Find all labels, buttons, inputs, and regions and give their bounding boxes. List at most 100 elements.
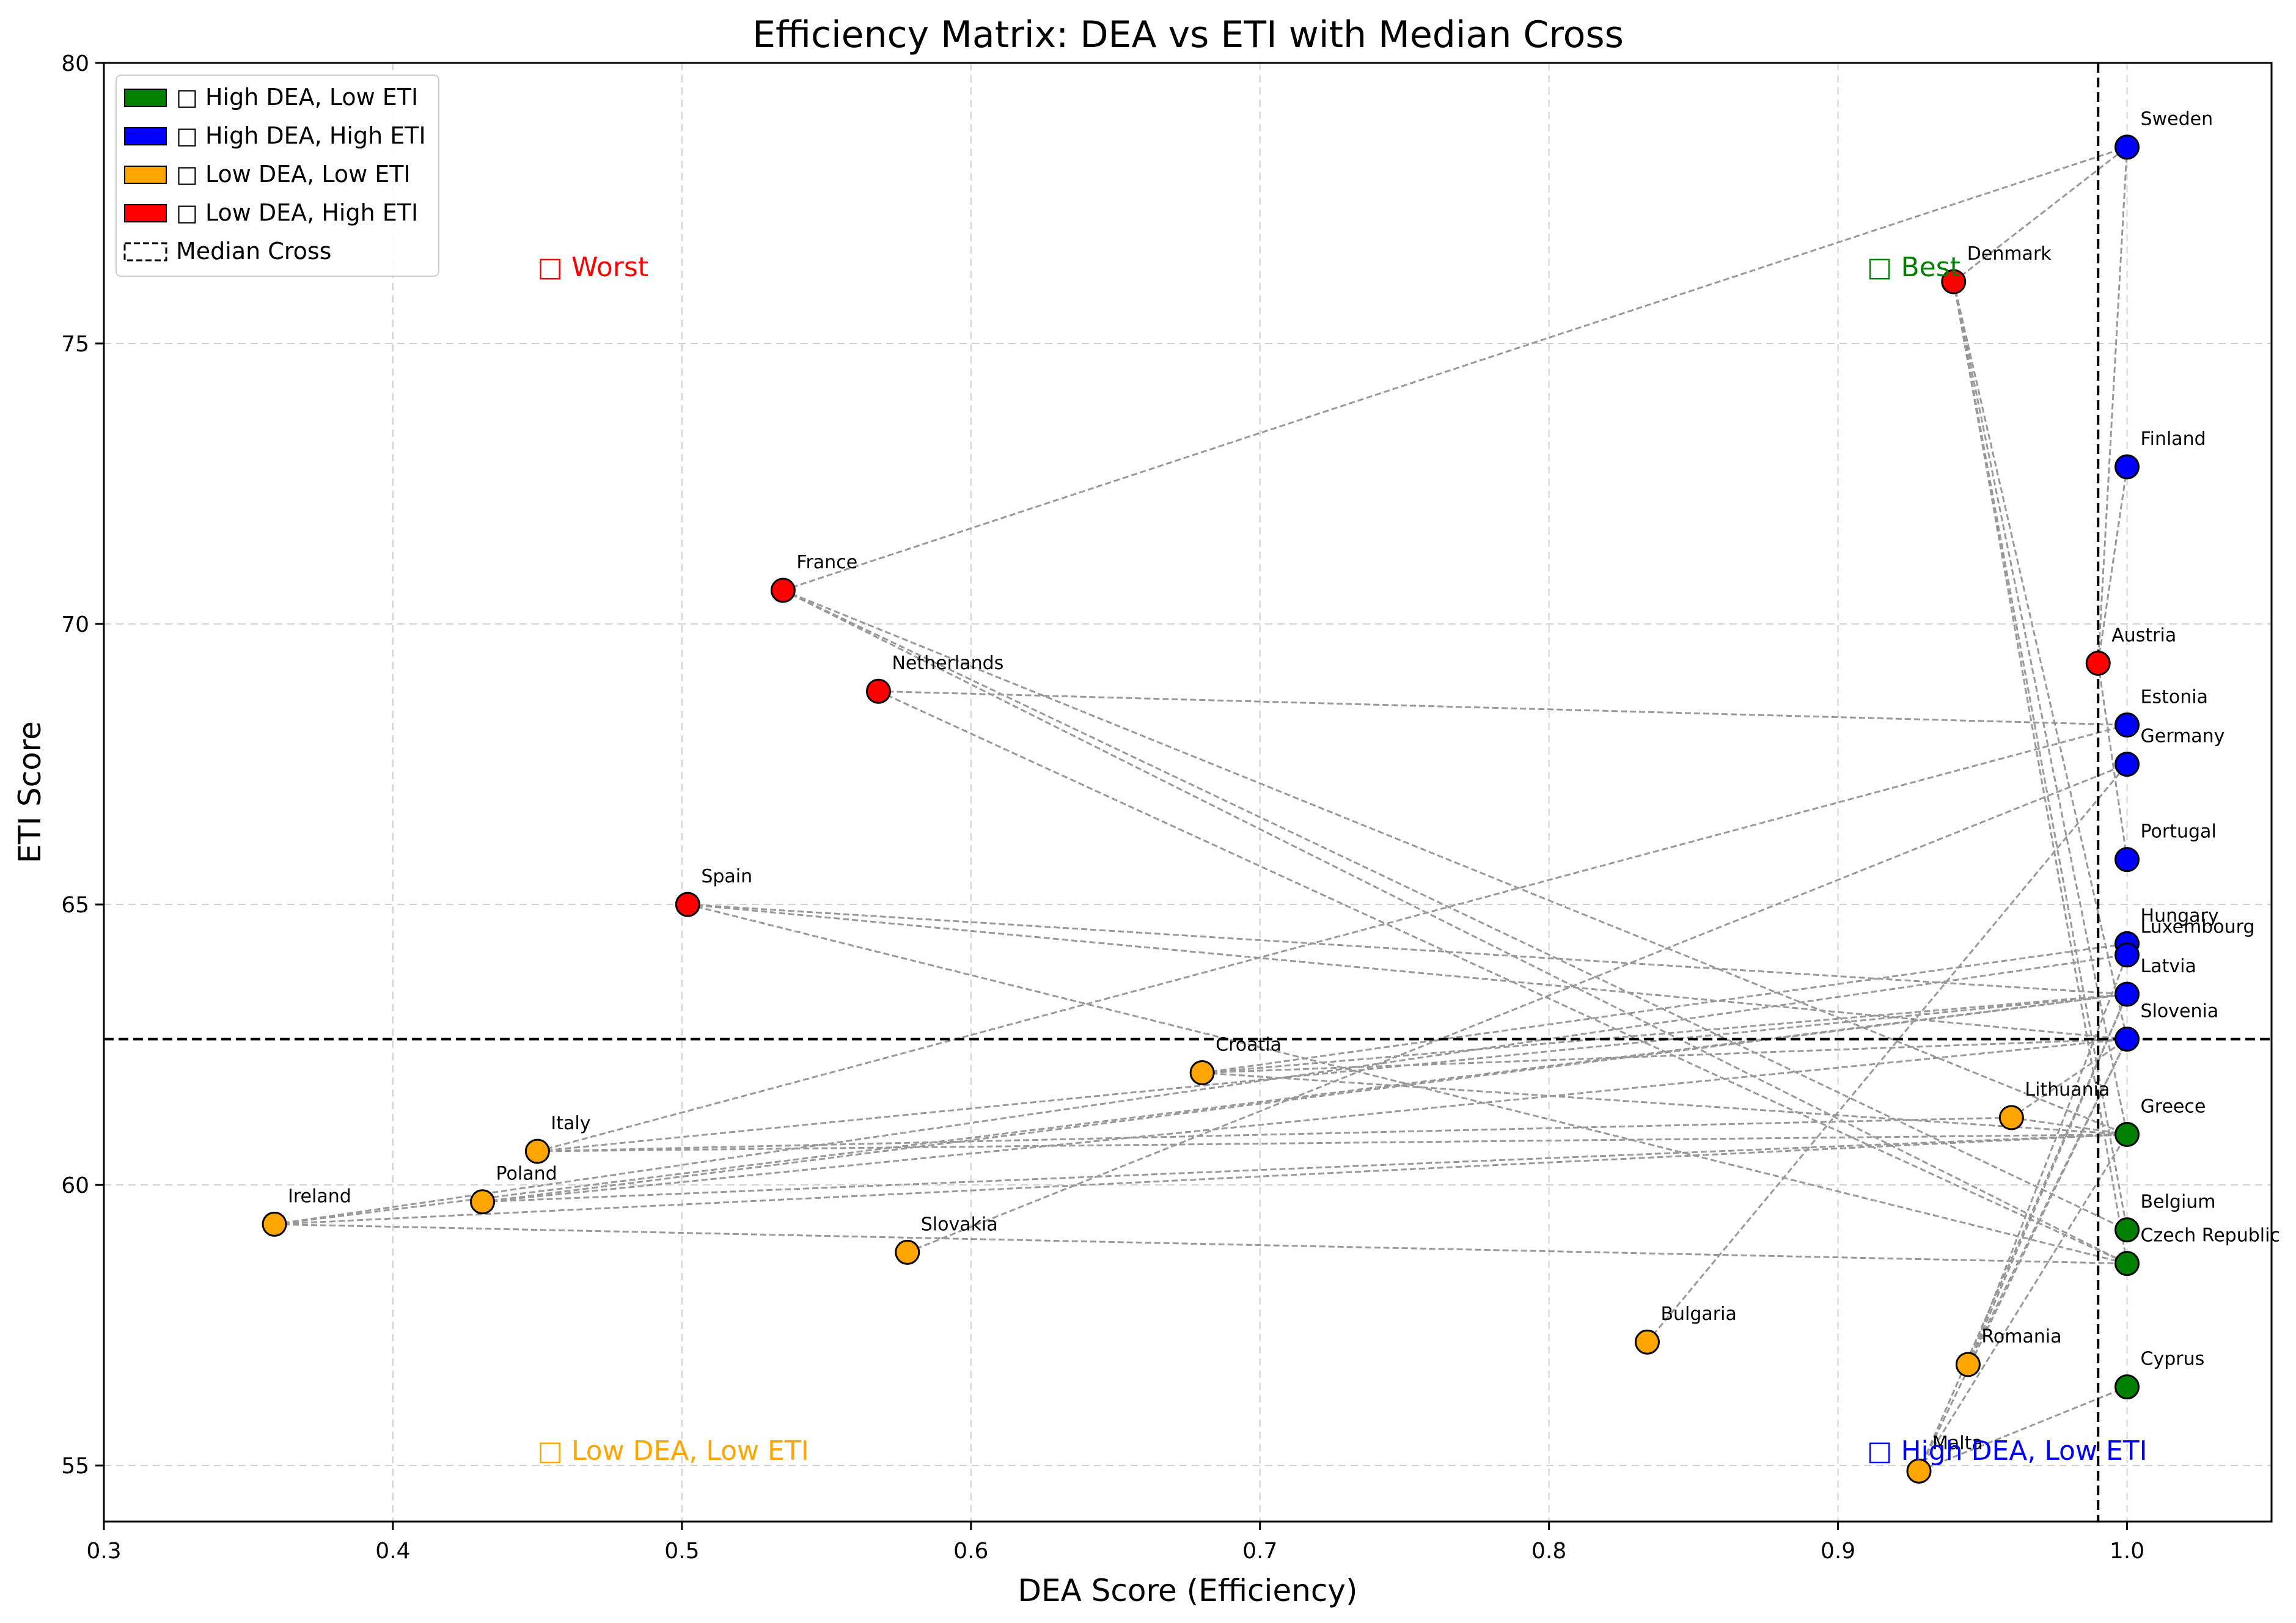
y-tick-label: 80: [61, 51, 89, 76]
connector-lithuania-greece: [2011, 1116, 2127, 1136]
point-label-italy: Italy: [551, 1113, 590, 1134]
point-france: [770, 577, 796, 603]
point-label-slovenia: Slovenia: [2141, 1000, 2219, 1022]
x-tick-label: 0.7: [1242, 1539, 1277, 1564]
axes: 0.3 0.4 0.5 0.6 0.7 0.8 0.9 1.0 55 60 65 70 75 80: [61, 51, 2144, 1564]
connector-italy-greece: [537, 1134, 2127, 1152]
connector-croatia-slovenia: [1202, 1038, 2127, 1074]
connector-france-sweden: [782, 146, 2128, 592]
point-label-czech-republic: Czech Republic: [2141, 1225, 2280, 1247]
connector-france-czech-republic: [782, 589, 2128, 1265]
x-tick-label: 0.9: [1821, 1539, 1855, 1564]
point-label-portugal: Portugal: [2141, 821, 2217, 843]
median-cross: [104, 63, 2272, 1522]
legend-label-low-dea-high-eti: □ Low DEA, High ETI: [176, 199, 418, 226]
legend-label-median-cross: Median Cross: [176, 238, 331, 265]
point-label-spain: Spain: [701, 866, 752, 887]
point-label-estonia: Estonia: [2141, 686, 2208, 708]
connector-lithuania-slovenia: [2011, 1038, 2128, 1119]
connector-italy-latvia: [537, 993, 2127, 1152]
point-label-cyprus: Cyprus: [2141, 1349, 2205, 1370]
legend-label-low-dea-low-eti: □ Low DEA, Low ETI: [176, 161, 411, 188]
point-latvia: [2114, 981, 2140, 1007]
connector-netherlands-estonia: [878, 690, 2127, 726]
point-austria: [2085, 650, 2111, 676]
y-tick-label: 75: [61, 332, 89, 357]
connector-sweden-austria: [2097, 147, 2129, 664]
legend-swatch-low-dea-high-eti: [124, 204, 167, 222]
point-label-germany: Germany: [2141, 726, 2225, 747]
point-italy: [524, 1138, 550, 1164]
point-denmark: [1941, 269, 1967, 295]
point-label-sweden: Sweden: [2141, 109, 2213, 130]
connector-spain-slovenia: [688, 903, 2127, 1040]
plot-frame: [103, 62, 2273, 1523]
point-poland: [470, 1189, 496, 1215]
point-slovenia: [2114, 1026, 2140, 1052]
point-label-lithuania: Lithuania: [2025, 1079, 2110, 1101]
annotation-best: □ Best: [1867, 252, 1960, 283]
connector-croatia-latvia: [1202, 993, 2127, 1074]
point-label-greece: Greece: [2141, 1096, 2206, 1118]
point-malta: [1906, 1458, 1932, 1484]
point-ireland: [262, 1211, 287, 1237]
x-tick-label: 1.0: [2110, 1539, 2144, 1564]
point-lithuania: [1998, 1105, 2024, 1130]
annotation-low-dea-low-eti: □ Low DEA, Low ETI: [537, 1435, 809, 1467]
connector-ireland-greece: [274, 1134, 2127, 1225]
connector-italy-lithuania: [537, 1116, 2012, 1152]
point-bulgaria: [1634, 1329, 1660, 1355]
point-label-croatia: Croatia: [1216, 1035, 1282, 1056]
point-label-bulgaria: Bulgaria: [1660, 1303, 1736, 1325]
connector-finland-austria: [2097, 466, 2129, 664]
point-label-belgium: Belgium: [2141, 1192, 2216, 1213]
connector-poland-slovenia: [482, 1038, 2127, 1203]
chart-title: Efficiency Matrix: DEA vs ETI with Media…: [752, 13, 1624, 56]
legend-swatch-high-dea-low-eti: [124, 89, 167, 107]
x-tick-label: 0.6: [953, 1539, 988, 1564]
x-tick-label: 0.5: [664, 1539, 699, 1564]
point-label-malta: Malta: [1932, 1432, 1983, 1454]
point-netherlands: [865, 678, 891, 704]
legend-swatch-low-dea-low-eti: [124, 166, 167, 184]
point-croatia: [1189, 1060, 1215, 1086]
point-germany: [2114, 752, 2140, 777]
connector-poland-greece: [482, 1134, 2127, 1203]
connector-ireland-czech-republic: [274, 1223, 2127, 1265]
y-tick-label: 55: [61, 1454, 89, 1479]
point-cyprus: [2114, 1374, 2140, 1400]
legend-swatch-high-dea-high-eti: [124, 127, 167, 145]
connector-denmark-belgium: [1953, 281, 2129, 1230]
annotation-worst: □ Worst: [537, 252, 648, 283]
connector-malta-latvia: [1918, 994, 2128, 1471]
connector-bulgaria-germany: [1646, 763, 2128, 1343]
y-tick-label: 70: [61, 612, 89, 637]
connector-france-greece: [782, 589, 2128, 1135]
point-finland: [2114, 454, 2140, 480]
connector-malta-cyprus: [1918, 1386, 2128, 1472]
legend: □ High DEA, Low ETI □ High DEA, High ETI □…: [116, 75, 439, 277]
connector-france-belgium: [782, 589, 2128, 1231]
point-label-finland: Finland: [2141, 428, 2206, 450]
x-axis-label: DEA Score (Efficiency): [1018, 1573, 1358, 1608]
point-spain: [675, 892, 700, 917]
annotation-high-dea-low-eti: □ High DEA, Low ETI: [1867, 1435, 2147, 1467]
connector-croatia-greece: [1202, 1072, 2127, 1136]
connector-slovakia-germany: [907, 763, 2128, 1253]
legend-box: [116, 75, 439, 277]
point-label-denmark: Denmark: [1967, 243, 2052, 265]
point-labels: Sweden Denmark Finland France Austria Netherl…: [288, 109, 2280, 1454]
legend-label-high-dea-high-eti: □ High DEA, High ETI: [176, 122, 426, 149]
point-label-romania: Romania: [1981, 1326, 2061, 1347]
point-label-poland: Poland: [496, 1163, 557, 1185]
connector-romania-slovenia: [1967, 1038, 2128, 1365]
connector-austria-portugal: [2097, 663, 2129, 860]
data-points: [262, 134, 2140, 1484]
point-label-luxembourg: Luxembourg: [2141, 917, 2255, 938]
point-label-austria: Austria: [2111, 625, 2176, 646]
quadrant-annotations: □ Worst □ Best □ Low DEA, Low ETI □ High DE…: [537, 252, 2147, 1467]
point-label-latvia: Latvia: [2141, 956, 2196, 977]
y-tick-label: 60: [61, 1173, 89, 1198]
point-romania: [1955, 1352, 1981, 1377]
